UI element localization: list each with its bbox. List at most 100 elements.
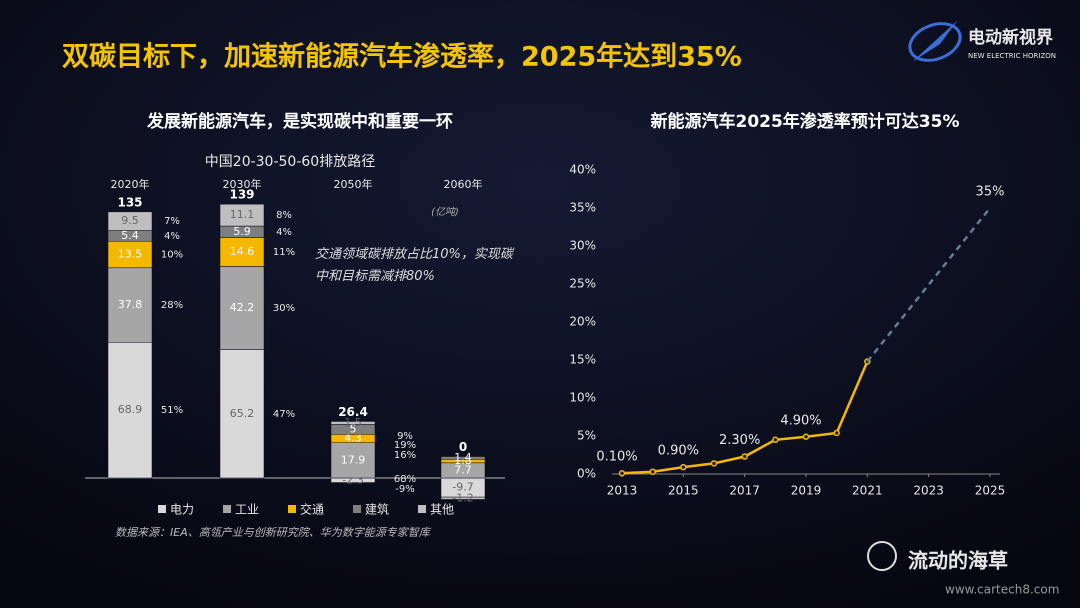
total-label: 26.4 <box>338 405 368 419</box>
y-tick-label: 15% <box>569 353 596 367</box>
logo-bolt <box>912 20 958 62</box>
legend-swatch <box>223 505 231 513</box>
y-tick-label: 25% <box>569 277 596 291</box>
x-tick-label: 2013 <box>607 484 638 498</box>
bar-segment <box>330 442 376 479</box>
legend-label: 交通 <box>300 502 324 517</box>
bar-segment <box>107 267 153 343</box>
watermark-icon <box>867 541 897 571</box>
annotation: 交通领域碳排放占比10%，实现碳中和目标需减排80% <box>315 247 513 284</box>
legend-label: 电力 <box>170 503 194 517</box>
share-label: 30% <box>273 303 295 314</box>
bar-segment <box>107 240 153 269</box>
share-label: 4% <box>276 227 292 238</box>
bar-segment <box>219 237 265 267</box>
point <box>680 463 687 471</box>
value-label: 0.90% <box>658 444 699 459</box>
legend-swatch <box>418 505 426 513</box>
x-tick-label: 2021 <box>852 484 883 498</box>
point <box>772 436 779 444</box>
y-tick-label: 40% <box>569 163 596 177</box>
share-label: 47% <box>273 409 295 420</box>
value-label: 5.9 <box>233 225 251 238</box>
bar-segment <box>440 456 486 460</box>
category-label: 2030年 <box>223 177 262 191</box>
value-label: 37.8 <box>118 298 143 311</box>
category-label: 2060年 <box>444 177 483 191</box>
share-label: 7% <box>164 216 180 227</box>
value-label: 1.4 <box>454 451 472 464</box>
unit: (亿吨) <box>431 206 459 218</box>
category-label: 2050年 <box>334 177 373 191</box>
y-tick-label: 0% <box>577 467 596 481</box>
y-tick-label: 20% <box>569 315 596 329</box>
share-label: -9% <box>395 484 414 495</box>
bar-segment <box>219 349 265 479</box>
value-label: 0.10% <box>596 450 637 465</box>
logo: 电动新视界 NEW ELECTRIC HORIZON <box>908 20 1056 62</box>
bar-segment <box>219 266 265 350</box>
legend-label: 建筑 <box>365 502 389 517</box>
share-label: 16% <box>394 450 416 461</box>
share-label: 8% <box>276 210 292 221</box>
y-tick-label: 30% <box>569 239 596 253</box>
share-label: 10% <box>161 250 183 261</box>
share-label: 11% <box>273 247 295 258</box>
value-label: 68.9 <box>118 403 143 416</box>
value-label: 1.5 <box>344 416 362 429</box>
legend-swatch <box>353 505 361 513</box>
category-label: 2020年 <box>111 177 150 191</box>
value-label: 4.90% <box>780 413 821 428</box>
value-label: 5 <box>350 422 357 435</box>
point <box>618 469 626 477</box>
share-label: 19% <box>394 440 416 451</box>
bar-segment <box>219 203 265 227</box>
annotation-box: 交通领域碳排放占比10%，实现碳中和目标需减排80% <box>315 247 513 284</box>
point <box>649 468 656 475</box>
bar-segment <box>107 342 153 479</box>
legend-label: 工业 <box>235 503 259 517</box>
value-label: 11.1 <box>230 208 255 221</box>
value-label: 5.4 <box>121 229 139 242</box>
x-tick-label: 2023 <box>913 484 944 498</box>
value-label: -9.7 <box>452 481 473 494</box>
value-label: 9.5 <box>121 214 139 227</box>
value-label: 13.5 <box>118 248 143 261</box>
point <box>710 460 718 467</box>
y-tick-label: 10% <box>569 391 596 405</box>
point <box>833 429 840 437</box>
logo-sub: NEW ELECTRIC HORIZON <box>968 52 1056 60</box>
bar-segment <box>107 211 153 231</box>
total-label: 0 <box>459 440 467 454</box>
logo-icon <box>908 22 962 62</box>
total-label: 135 <box>117 195 142 209</box>
title: 双碳目标下，加速新能源汽车渗透率，2025年达到35% <box>62 41 742 73</box>
value-label: 14.6 <box>230 245 255 258</box>
y-tick-label: 5% <box>577 429 596 443</box>
share-label: 51% <box>161 405 183 416</box>
share-label: 68% <box>394 474 416 485</box>
bar-segment <box>440 496 486 500</box>
value-label: 65.2 <box>230 407 255 420</box>
point <box>802 433 810 441</box>
bar-segment <box>330 421 376 425</box>
value-label: 17.9 <box>341 453 366 466</box>
legend-swatch <box>288 505 296 513</box>
value-label: -1.2 <box>452 491 473 504</box>
x-tick-label: 2015 <box>668 484 699 498</box>
value-label: 2.30% <box>719 433 760 448</box>
share-label: 4% <box>164 231 180 242</box>
source: 数据来源：IEA、高瓴产业与创新研究院、华为数字能源专家智库 <box>115 526 432 539</box>
value-label: 4.3 <box>344 432 362 445</box>
y-tick-label: 35% <box>569 201 596 215</box>
point <box>741 453 748 460</box>
x-tick-label: 2025 <box>975 484 1006 498</box>
watermark-name: 流动的海草 <box>908 549 1008 573</box>
x-tick-label: 2019 <box>791 484 822 498</box>
value-label: 7.7 <box>454 463 472 476</box>
left-heading: 发展新能源汽车，是实现碳中和重要一环 <box>146 111 453 132</box>
total-label: 139 <box>229 188 254 202</box>
value-label: 35% <box>976 185 1005 200</box>
